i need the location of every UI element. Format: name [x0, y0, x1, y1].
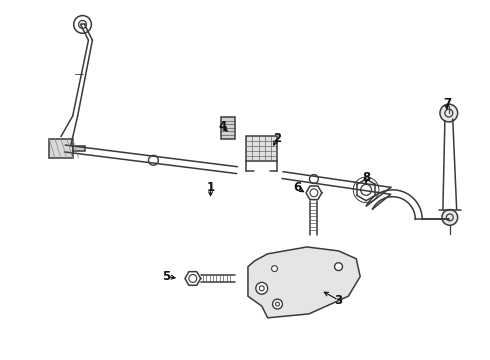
- FancyBboxPatch shape: [221, 117, 235, 139]
- FancyBboxPatch shape: [73, 145, 84, 152]
- Text: 5: 5: [162, 270, 171, 283]
- Text: 1: 1: [206, 181, 215, 194]
- Circle shape: [256, 282, 268, 294]
- Text: 6: 6: [293, 181, 301, 194]
- Circle shape: [275, 302, 279, 306]
- Text: 3: 3: [335, 294, 343, 307]
- FancyBboxPatch shape: [246, 136, 277, 161]
- Circle shape: [271, 266, 277, 271]
- Polygon shape: [248, 247, 360, 318]
- Circle shape: [442, 210, 458, 225]
- Circle shape: [272, 299, 282, 309]
- FancyBboxPatch shape: [49, 139, 73, 158]
- Circle shape: [259, 286, 264, 291]
- Text: 2: 2: [273, 132, 282, 145]
- Circle shape: [440, 104, 458, 122]
- Text: 8: 8: [362, 171, 370, 184]
- Text: 4: 4: [218, 120, 226, 133]
- Circle shape: [335, 263, 343, 271]
- Text: 7: 7: [443, 97, 451, 110]
